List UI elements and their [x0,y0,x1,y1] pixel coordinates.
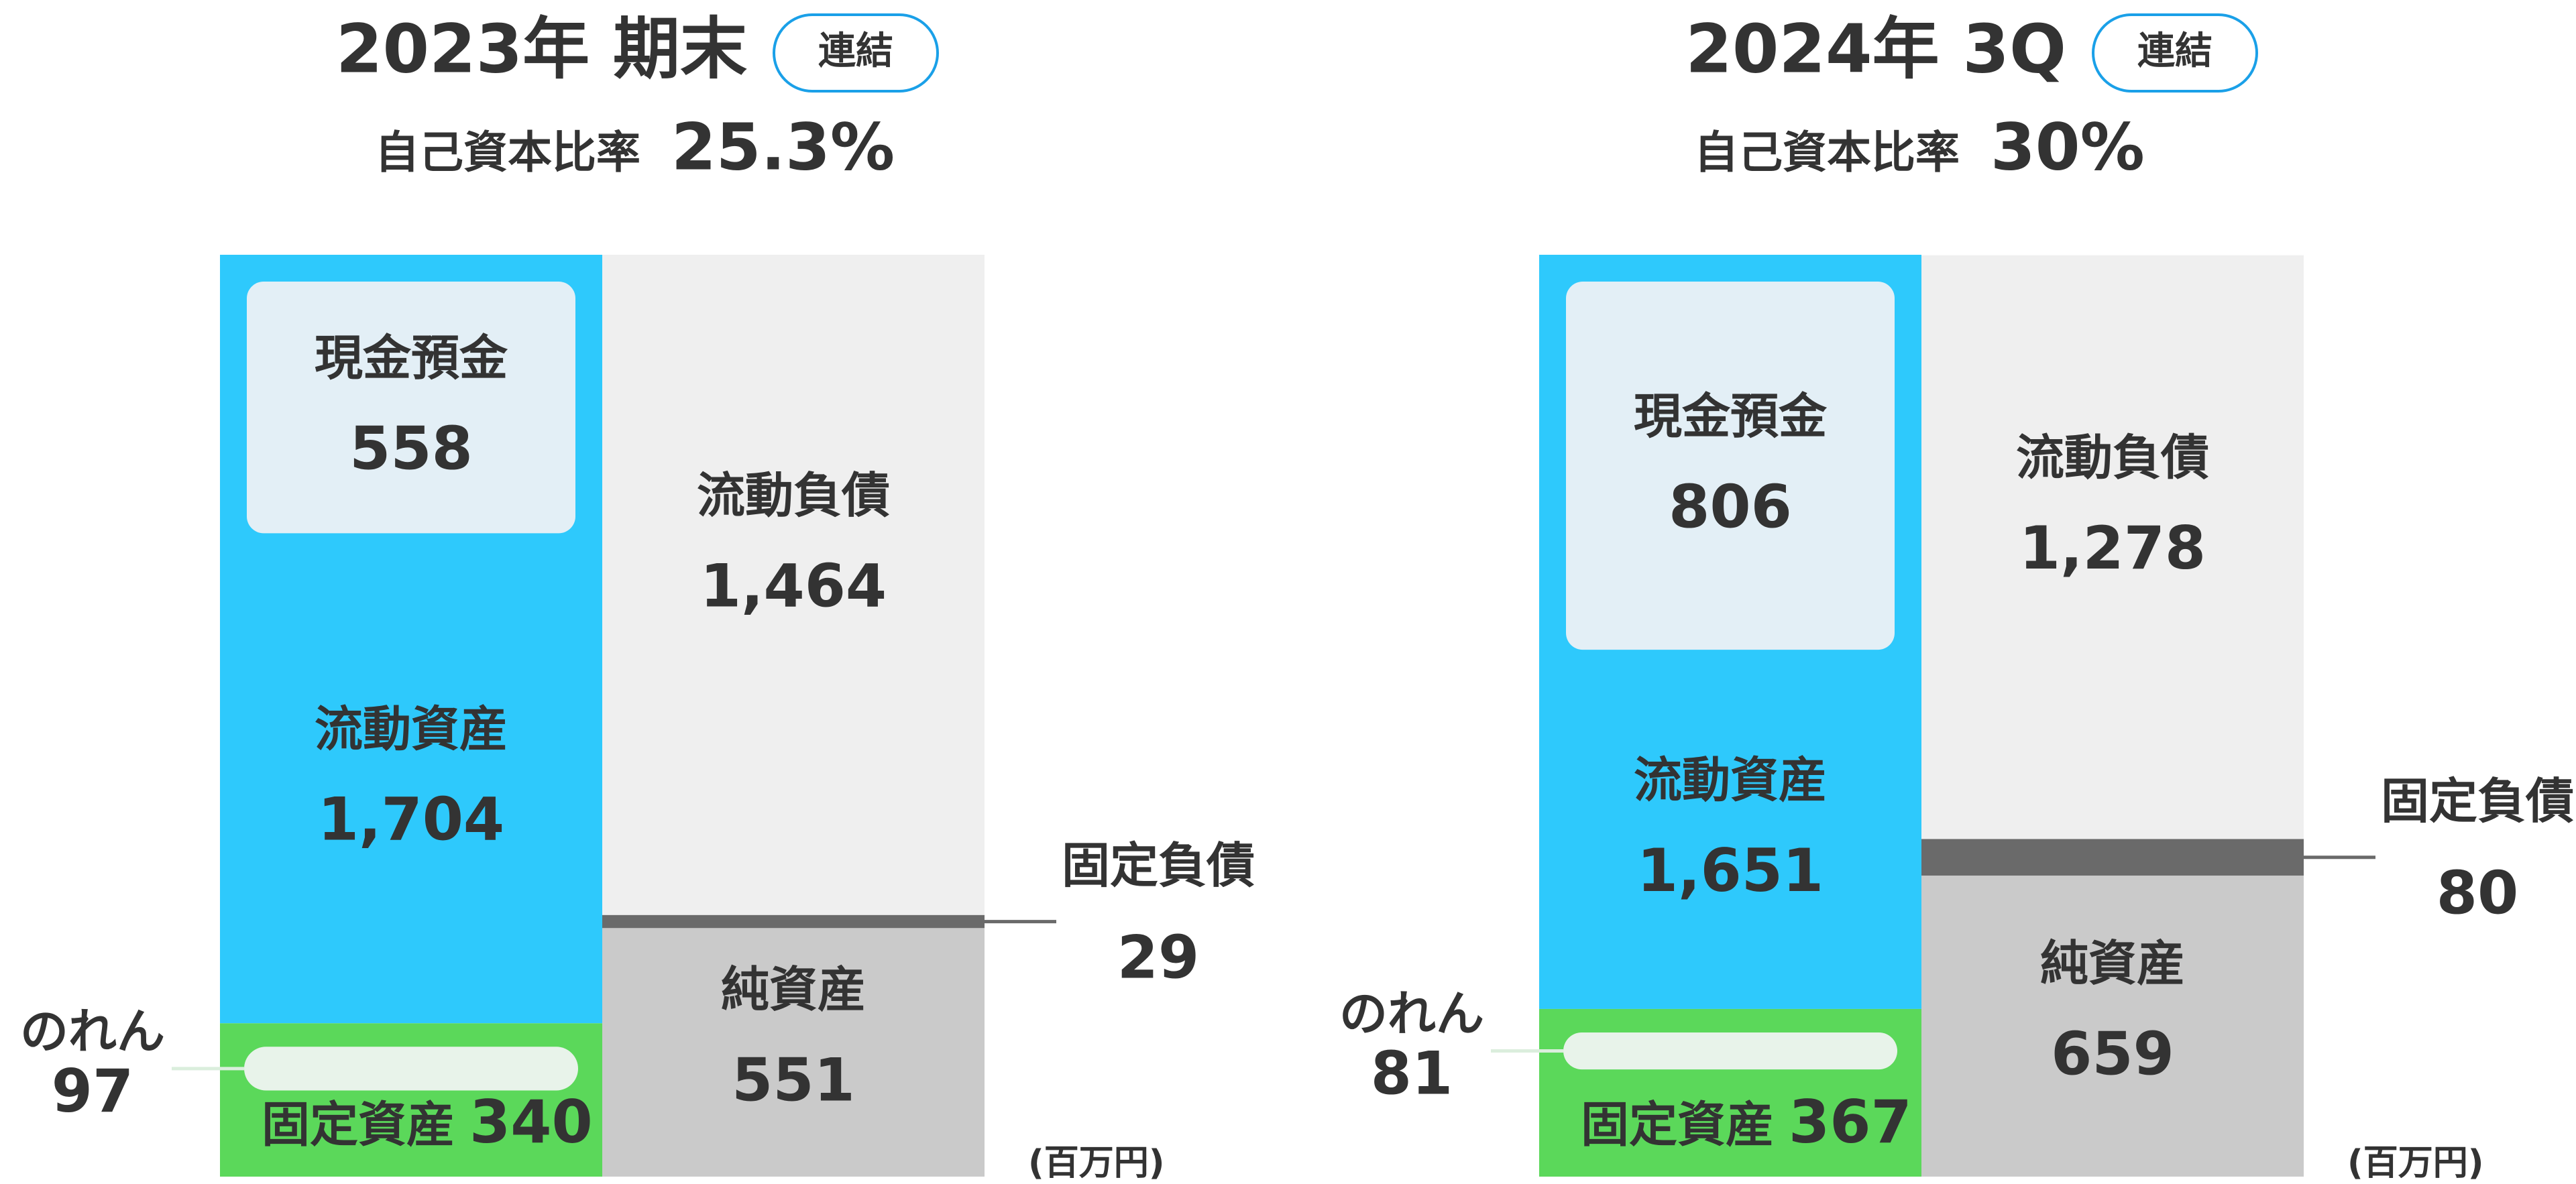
equity [602,928,985,1177]
goodwill-box [244,1047,578,1091]
equity [1921,875,2304,1177]
fixed-assets-name: 固定資産 [1581,1097,1774,1153]
cash-name: 現金預金 [315,330,508,386]
badge-box [2092,13,2258,93]
cash-box [1566,282,1895,650]
cash-value: 806 [1669,473,1792,542]
fixed-liabilities [602,914,985,929]
equity-name: 純資産 [721,961,866,1018]
fixed-liabilities-name: 固定負債 [1062,837,1255,894]
current-assets-name: 流動資産 [315,701,508,757]
current-liabilities-name: 流動負債 [2016,430,2209,486]
chart-title: 2024年 3Q [1685,9,2066,88]
current-assets-value: 1,651 [1637,836,1824,905]
badge-box [773,13,939,93]
fixed-liabilities [1921,839,2304,876]
current-liabilities [602,255,985,915]
goodwill-box [1563,1032,1897,1070]
cash-box [247,282,575,534]
cash-name: 現金預金 [1634,388,1828,445]
current-liabilities-name: 流動負債 [697,467,890,524]
ratio-value: 30% [1991,109,2145,184]
current-liabilities-value: 1,464 [700,551,887,620]
goodwill-value: 97 [52,1057,133,1126]
equity-value: 551 [732,1046,855,1115]
goodwill-name: のれん [1339,986,1484,1042]
unit-label: (百万円) [1028,1143,1165,1183]
fixed-liabilities-value: 80 [2437,859,2518,928]
fixed-liabilities-value: 29 [1117,923,1199,992]
fixed-liabilities-name: 固定負債 [2381,773,2574,829]
chart-title: 2023年 期末 [336,9,747,88]
badge: 連結 [2137,29,2213,73]
goodwill-name: のれん [20,1003,165,1059]
ratio-name: 自己資本比率 [1694,127,1960,178]
fixed-assets-value: 367 [1789,1087,1912,1157]
unit-label: (百万円) [2347,1143,2484,1183]
current-liabilities [1921,255,2304,839]
current-assets-value: 1,704 [318,785,504,854]
fixed-assets-name: 固定資産 [262,1097,455,1153]
fixed-assets-value: 340 [469,1087,593,1157]
equity-name: 純資産 [2040,935,2185,992]
equity-value: 659 [2051,1019,2174,1088]
goodwill-value: 81 [1371,1039,1453,1108]
current-assets-name: 流動資産 [1634,752,1827,809]
ratio-name: 自己資本比率 [375,127,640,178]
cash-value: 558 [349,414,473,483]
current-liabilities-value: 1,278 [2019,514,2206,583]
ratio-value: 25.3% [671,109,895,184]
badge: 連結 [818,29,893,73]
